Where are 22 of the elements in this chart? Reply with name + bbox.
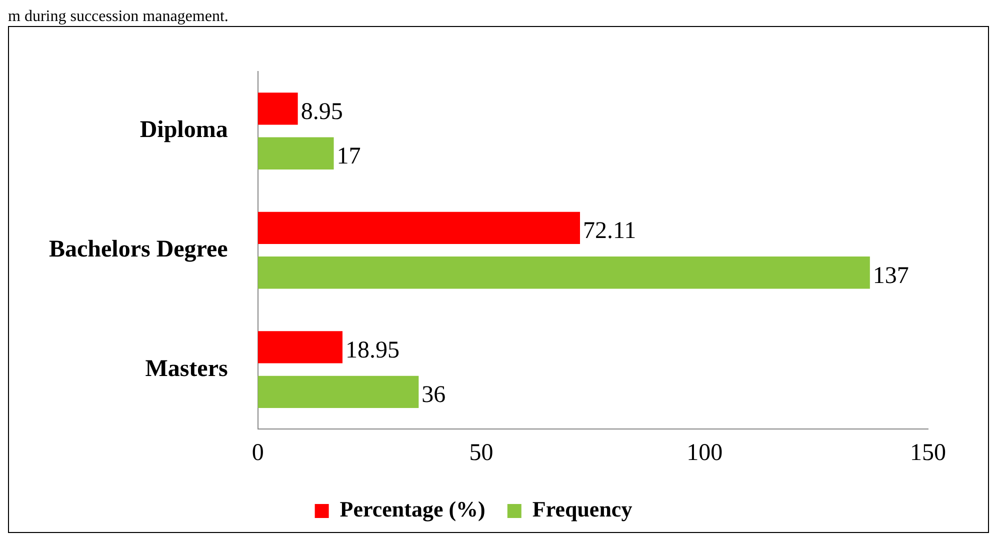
bar [258, 376, 419, 408]
data-label: 137 [872, 262, 909, 289]
x-tick-label: 150 [910, 440, 946, 466]
y-tick-label: Masters [145, 356, 228, 382]
text: m during succession management. [8, 8, 230, 26]
x-tick-label: 50 [469, 440, 494, 466]
data-label: 72.11 [583, 218, 636, 244]
legend-label: Frequency [532, 496, 632, 522]
y-tick-label: Bachelors Degree [49, 236, 228, 263]
data-label: 36 [422, 382, 446, 408]
x-tick-label: 100 [686, 440, 723, 466]
legend-label: Percentage (%) [340, 496, 486, 522]
bar [258, 92, 298, 125]
data-label: 18.95 [345, 338, 400, 364]
bar [258, 331, 342, 364]
bar [258, 212, 580, 244]
y-tick-label: Diploma [140, 117, 228, 144]
data-label: 17 [336, 144, 361, 170]
bar [258, 256, 870, 289]
bar [258, 137, 334, 170]
data-label: 8.95 [300, 98, 343, 125]
x-tick-label: 0 [252, 440, 264, 466]
